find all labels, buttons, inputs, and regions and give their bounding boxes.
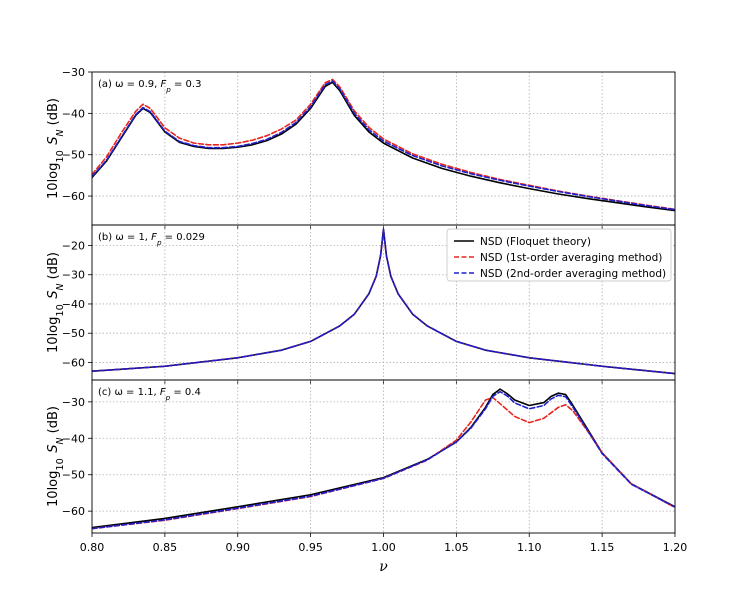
panel-a: −60 −50 −40 −30 10log10 SN (dB) (a) ω = 0.9, …	[46, 66, 676, 229]
series-line-second_order	[92, 390, 675, 530]
legend-label-second_order: NSD (2nd-order averaging method)	[480, 268, 666, 280]
x-tick-label: 1.05	[444, 541, 469, 554]
y-tick-label: −40	[62, 298, 85, 311]
y-tick-label: −50	[62, 469, 85, 482]
y-tick-label: −50	[62, 327, 85, 340]
series-line-second_order	[92, 228, 675, 375]
y-tick-label: −60	[62, 505, 85, 518]
x-tick-label: 1.20	[663, 541, 688, 554]
x-tick-label: 0.90	[226, 541, 251, 554]
panel-label: (b) ω = 1, Fp = 0.029	[98, 232, 205, 247]
y-tick-label: −30	[62, 396, 85, 409]
y-tick-label: −60	[62, 356, 85, 369]
x-tick-label: 0.80	[80, 541, 105, 554]
legend-label-floquet: NSD (Floquet theory)	[480, 236, 591, 248]
series-line-floquet	[92, 81, 675, 212]
legend-box	[446, 228, 672, 282]
series-group	[92, 388, 675, 530]
series-line-floquet	[92, 388, 675, 529]
panel-label: (c) ω = 1.1, Fp = 0.4	[98, 387, 201, 402]
y-axis-label: 10log10 SN (dB)	[46, 406, 66, 507]
y-tick-label: −20	[62, 239, 85, 252]
series-line-second_order	[92, 80, 675, 211]
y-axis-label: 10log10 SN (dB)	[46, 252, 66, 353]
y-tick-label: −30	[62, 66, 85, 79]
panel-label: (a) ω = 0.9, Fp = 0.3	[98, 79, 201, 94]
series-group	[92, 78, 675, 212]
legend: NSD (Floquet theory) NSD (1st-order avera…	[446, 228, 672, 282]
y-tick-label: −50	[62, 149, 85, 162]
y-tick-label: −60	[62, 190, 85, 203]
series-group	[92, 228, 675, 375]
panel-c: −60 −50 −40 −30 0.80 0.85 0.90 0.95 1.00 1.05 1.10…	[46, 379, 688, 575]
x-axis-label: ν	[379, 559, 388, 575]
y-tick-label: −40	[62, 107, 85, 120]
x-tick-label: 1.15	[590, 541, 615, 554]
series-line-first_order	[92, 78, 675, 211]
legend-label-first_order: NSD (1st-order averaging method)	[480, 252, 662, 264]
y-tick-label: −30	[62, 269, 85, 282]
x-tick-label: 0.85	[153, 541, 178, 554]
x-tick-label: 1.10	[517, 541, 542, 554]
x-tick-label: 0.95	[298, 541, 323, 554]
series-line-first_order	[92, 396, 675, 530]
x-tick-label: 1.00	[371, 541, 396, 554]
y-tick-label: −40	[62, 432, 85, 445]
y-axis-label: 10log10 SN (dB)	[46, 98, 66, 199]
